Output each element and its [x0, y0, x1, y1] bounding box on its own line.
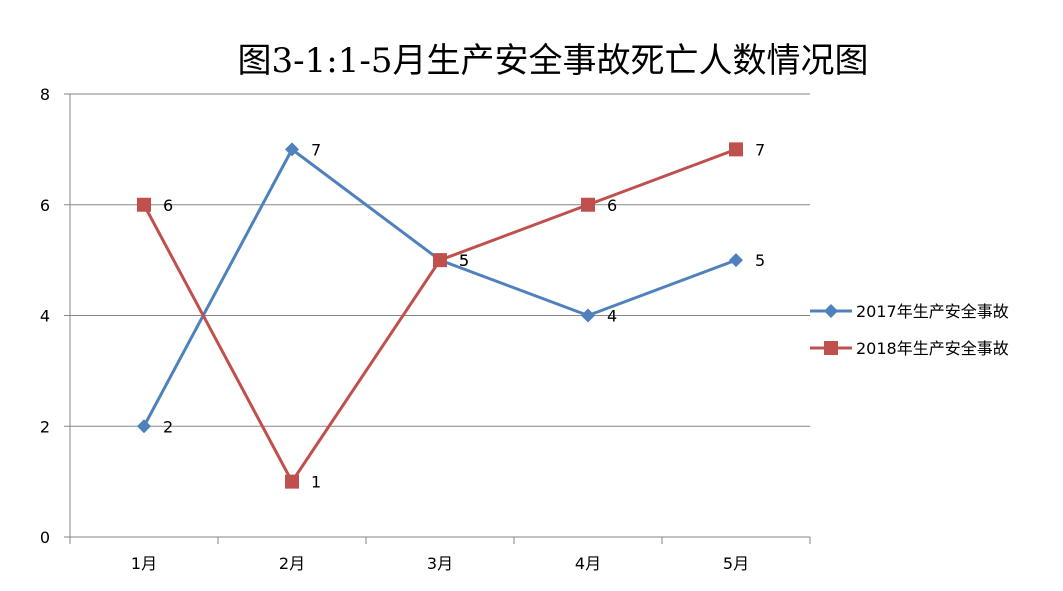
- data-label: 5: [459, 251, 469, 270]
- data-label: 1: [311, 473, 321, 492]
- data-label: 7: [755, 140, 765, 159]
- x-tick-label: 2月: [279, 554, 305, 573]
- legend-label: 2017年生产安全事故: [856, 302, 1009, 321]
- x-tick-label: 3月: [427, 554, 453, 573]
- data-point-diamond: [285, 142, 299, 157]
- legend-marker-square: [824, 341, 838, 355]
- y-tick-label: 0: [40, 528, 50, 547]
- data-label: 6: [163, 196, 173, 215]
- y-tick-label: 4: [40, 307, 50, 326]
- y-tick-label: 8: [40, 85, 50, 104]
- x-tick-label: 5月: [723, 554, 749, 573]
- data-point-diamond: [137, 419, 151, 434]
- data-label: 5: [755, 251, 765, 270]
- legend-marker-diamond: [824, 304, 838, 318]
- data-point-diamond: [729, 253, 743, 268]
- data-point-square: [581, 197, 595, 212]
- data-label: 4: [607, 307, 617, 326]
- data-point-square: [137, 197, 151, 212]
- y-tick-label: 2: [40, 417, 50, 436]
- legend-item-1: 2017年生产安全事故: [810, 302, 1009, 321]
- data-point-square: [433, 253, 447, 268]
- y-tick-label: 6: [40, 196, 50, 215]
- data-label: 7: [311, 140, 321, 159]
- legend-item-2: 2018年生产安全事故: [810, 339, 1009, 358]
- data-point-square: [729, 142, 743, 157]
- data-label: 5: [459, 251, 469, 270]
- series-line-1: [142, 147, 737, 427]
- data-point-diamond: [581, 308, 595, 323]
- chart-title: 图3-1:1-5月生产安全事故死亡人数情况图: [238, 41, 869, 81]
- data-label: 6: [607, 196, 617, 215]
- data-label: 2: [163, 417, 173, 436]
- x-tick-label: 1月: [131, 554, 157, 573]
- legend-label: 2018年生产安全事故: [856, 339, 1009, 358]
- x-tick-label: 4月: [575, 554, 601, 573]
- data-point-square: [285, 474, 299, 489]
